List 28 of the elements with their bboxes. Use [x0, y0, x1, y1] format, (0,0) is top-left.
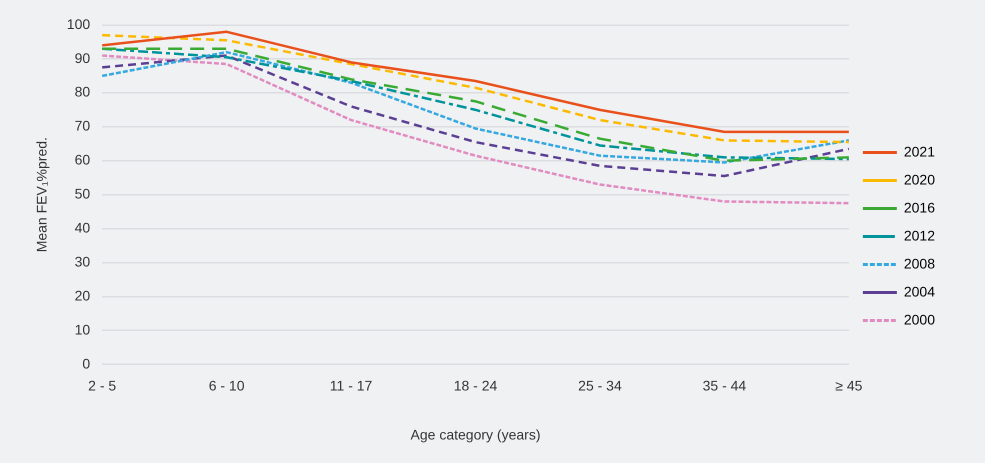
- x-axis-title: Age category (years): [410, 426, 540, 442]
- y-tick-label: 100: [66, 16, 90, 32]
- x-tick-label: 6 - 10: [208, 378, 245, 394]
- legend-label: 2016: [904, 199, 936, 216]
- y-tick-label: 70: [74, 118, 90, 134]
- x-tick-label: ≥ 45: [835, 378, 863, 394]
- y-tick-label: 40: [74, 220, 90, 236]
- x-tick-label: 18 - 24: [454, 378, 498, 394]
- legend-label: 2012: [904, 227, 936, 244]
- y-tick-label: 60: [74, 152, 90, 168]
- legend-label: 2000: [904, 311, 936, 328]
- y-tick-label: 10: [74, 321, 90, 338]
- x-tick-label: 35 - 44: [702, 378, 746, 394]
- x-tick-label: 11 - 17: [330, 378, 373, 394]
- legend-label: 2020: [904, 171, 936, 188]
- x-tick-label: 25 - 34: [578, 378, 622, 394]
- x-tick-label: 2 - 5: [88, 378, 116, 394]
- line-series: [100, 54, 850, 204]
- y-tick-label: 90: [74, 50, 90, 66]
- y-tick-label: 80: [74, 84, 90, 100]
- y-axis-title: Mean FEV₁%pred.: [33, 137, 50, 252]
- y-tick-label: 20: [74, 287, 90, 304]
- y-tick-label: 50: [74, 186, 90, 202]
- legend-label: 2021: [904, 143, 936, 160]
- legend-label: 2004: [904, 283, 936, 300]
- legend-label: 2008: [904, 255, 936, 272]
- y-tick-label: 0: [82, 355, 90, 372]
- y-tick-label: 30: [74, 253, 90, 270]
